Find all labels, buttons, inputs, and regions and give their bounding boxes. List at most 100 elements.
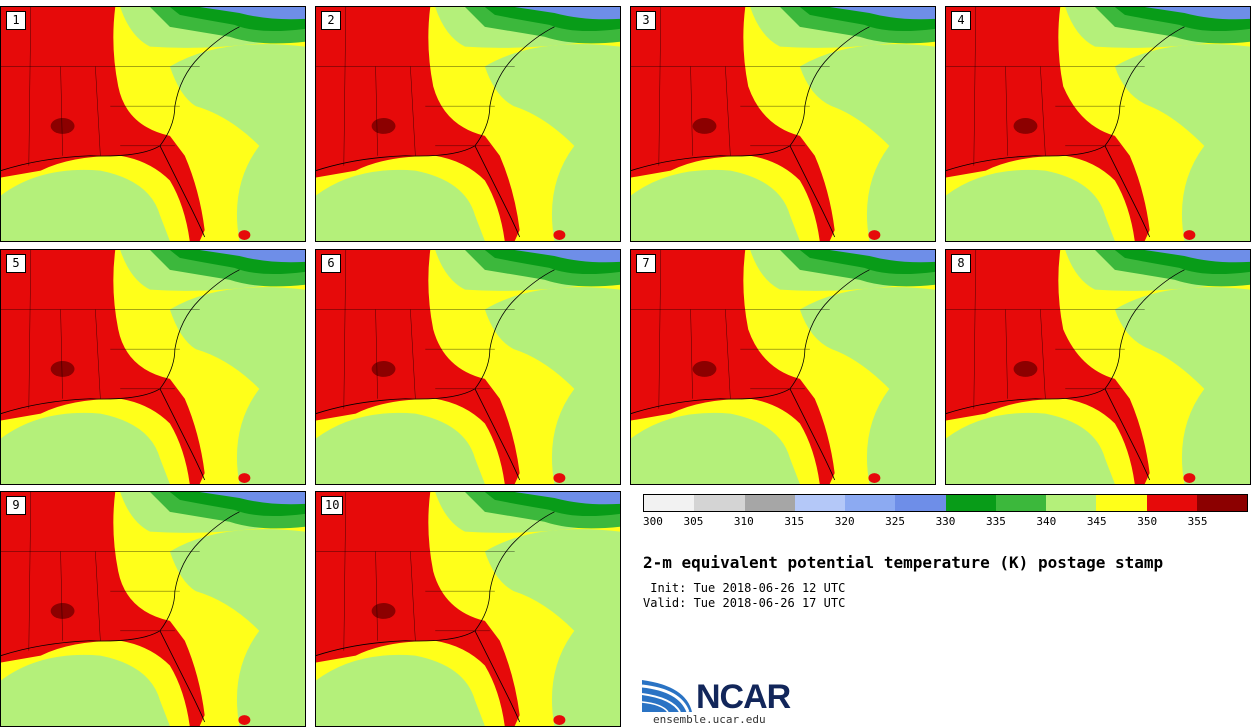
field-350-355 [553, 230, 566, 241]
theta-e-map [631, 250, 935, 484]
colorbar-segment [694, 495, 745, 511]
panel-number: 10 [321, 496, 344, 515]
field-355-plus [50, 603, 75, 619]
ncar-logo-icon [642, 680, 692, 713]
field-355-plus [371, 361, 396, 377]
field-350-355 [631, 250, 835, 484]
field-350-355 [316, 250, 520, 484]
member-panel-1: 1 [0, 6, 306, 242]
colorbar-label: 355 [1187, 515, 1208, 528]
theta-e-map [316, 250, 620, 484]
theta-e-map [1, 7, 305, 241]
field-350-355 [238, 230, 251, 241]
state-borders [316, 7, 515, 166]
field-325-330 [514, 492, 620, 505]
field-325-330 [514, 7, 620, 20]
field-340-345 [316, 412, 485, 484]
logo-text: NCAR [696, 678, 791, 716]
coastline [631, 26, 870, 171]
field-325-330 [514, 250, 620, 263]
state-borders [1, 7, 200, 166]
theta-e-map [631, 7, 935, 241]
colorbar-label: 330 [935, 515, 956, 528]
field-340-345 [484, 287, 620, 484]
field-340-345 [1, 412, 170, 484]
colorbar-label: 335 [985, 515, 1006, 528]
field-355-plus [1013, 118, 1038, 134]
field-350-355 [238, 473, 251, 484]
init-time: Init: Tue 2018-06-26 12 UTC [643, 581, 846, 595]
field-325-330 [829, 7, 935, 20]
field-340-345 [169, 44, 305, 241]
field-340-345 [1114, 287, 1250, 484]
coastline [1, 269, 240, 414]
member-panel-2: 2 [315, 6, 621, 242]
coastline [159, 145, 206, 238]
panel-number: 8 [951, 254, 971, 273]
panel-number: 4 [951, 11, 971, 30]
page-title: 2-m equivalent potential temperature (K)… [643, 553, 1164, 572]
state-borders [316, 250, 515, 409]
field-355-plus [692, 361, 717, 377]
member-panel-10: 10 [315, 491, 621, 727]
coastline [789, 145, 836, 238]
theta-e-map [316, 7, 620, 241]
coastline [316, 269, 555, 414]
field-350-355 [238, 715, 251, 726]
colorbar-segment [744, 495, 795, 511]
coastline [946, 26, 1185, 171]
state-borders [631, 250, 830, 409]
field-340-345 [1, 169, 170, 241]
coastline [159, 630, 206, 723]
field-325-330 [199, 7, 305, 20]
field-350-355 [316, 7, 520, 241]
coastline [631, 269, 870, 414]
field-340-345 [169, 287, 305, 484]
coastline [946, 269, 1185, 414]
member-panel-8: 8 [945, 249, 1251, 485]
field-325-330 [1144, 7, 1250, 20]
colorbar-label: 325 [885, 515, 906, 528]
colorbar-segment [794, 495, 845, 511]
colorbar-label: 350 [1137, 515, 1158, 528]
field-355-plus [50, 118, 75, 134]
coastline [1104, 388, 1151, 481]
panel-number: 6 [321, 254, 341, 273]
colorbar-label: 300 [643, 515, 663, 528]
colorbar-segment [644, 495, 695, 511]
field-340-345 [1114, 44, 1250, 241]
coastline [474, 388, 521, 481]
colorbar-label: 315 [784, 515, 805, 528]
panel-number: 7 [636, 254, 656, 273]
member-panel-9: 9 [0, 491, 306, 727]
state-borders [946, 7, 1145, 166]
colorbar-label: 320 [834, 515, 855, 528]
coastline [1, 511, 240, 656]
panel-number: 2 [321, 11, 341, 30]
colorbar-label: 340 [1036, 515, 1057, 528]
field-340-345 [631, 169, 800, 241]
coastline [474, 145, 521, 238]
colorbar-label: 305 [683, 515, 704, 528]
field-340-345 [1, 654, 170, 726]
theta-e-map [1, 250, 305, 484]
state-borders [316, 492, 515, 651]
coastline [159, 388, 206, 481]
field-355-plus [692, 118, 717, 134]
member-panel-5: 5 [0, 249, 306, 485]
field-355-plus [371, 118, 396, 134]
field-350-355 [1, 7, 205, 241]
field-350-355 [868, 230, 881, 241]
field-325-330 [199, 492, 305, 505]
colorbar-segment [945, 495, 996, 511]
panel-number: 1 [6, 11, 26, 30]
field-340-345 [631, 412, 800, 484]
field-340-345 [946, 169, 1115, 241]
coastline [474, 630, 521, 723]
colorbar-segment [995, 495, 1046, 511]
field-350-355 [1, 250, 205, 484]
field-340-345 [484, 44, 620, 241]
colorbar-label: 345 [1086, 515, 1107, 528]
field-325-330 [199, 250, 305, 263]
coastline [789, 388, 836, 481]
